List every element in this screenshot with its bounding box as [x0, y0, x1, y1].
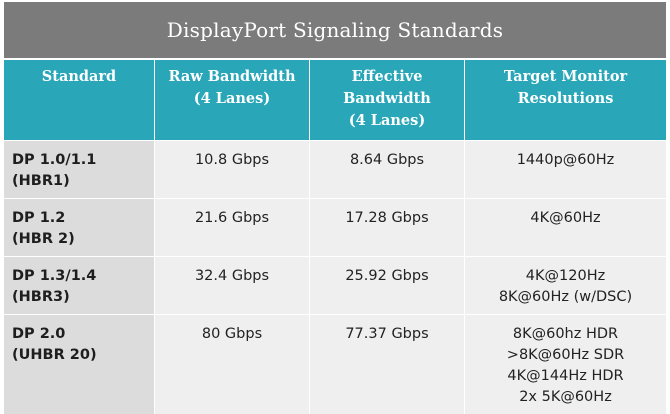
header-raw-line: Raw Bandwidth	[168, 68, 296, 85]
header-effective-line: Bandwidth	[343, 90, 431, 107]
cell-standard: DP 1.3/1.4 (HBR3)	[4, 257, 154, 314]
cell-raw-bandwidth: 32.4 Gbps	[154, 257, 309, 314]
header-effective-bandwidth: Effective Bandwidth (4 Lanes)	[309, 60, 464, 140]
cell-target-resolutions: 8K@60hz HDR >8K@60Hz SDR 4K@144Hz HDR 2x…	[464, 315, 666, 414]
resolution-line: 8K@60hz HDR	[512, 326, 619, 342]
resolution-line: >8K@60Hz SDR	[506, 347, 625, 363]
resolution-line: 8K@60Hz (w/DSC)	[498, 289, 633, 305]
standard-line: DP 1.0/1.1	[12, 152, 97, 168]
cell-standard: DP 1.0/1.1 (HBR1)	[4, 141, 154, 198]
table-title: DisplayPort Signaling Standards	[4, 2, 666, 58]
header-raw-line: (4 Lanes)	[193, 90, 271, 107]
signaling-table: DisplayPort Signaling Standards Standard…	[4, 2, 666, 414]
header-target-resolutions: Target Monitor Resolutions	[464, 60, 666, 140]
standard-line: (HBR3)	[12, 289, 70, 305]
standard-line: (HBR 2)	[12, 231, 75, 247]
standard-line: (HBR1)	[12, 173, 70, 189]
cell-effective-bandwidth: 8.64 Gbps	[309, 141, 464, 198]
cell-raw-bandwidth: 80 Gbps	[154, 315, 309, 414]
header-standard: Standard	[4, 60, 154, 140]
cell-target-resolutions: 4K@120Hz 8K@60Hz (w/DSC)	[464, 257, 666, 314]
resolution-line: 4K@144Hz HDR	[507, 368, 624, 384]
header-row: Standard Raw Bandwidth (4 Lanes) Effecti…	[4, 58, 666, 140]
header-effective-line: Effective	[351, 68, 423, 85]
header-effective-line: (4 Lanes)	[348, 112, 426, 129]
standard-line: DP 2.0	[12, 326, 66, 342]
header-raw-bandwidth: Raw Bandwidth (4 Lanes)	[154, 60, 309, 140]
standard-line: DP 1.3/1.4	[12, 268, 97, 284]
cell-effective-bandwidth: 77.37 Gbps	[309, 315, 464, 414]
resolution-line: 1440p@60Hz	[516, 152, 615, 168]
table-row: DP 1.3/1.4 (HBR3) 32.4 Gbps 25.92 Gbps 4…	[4, 256, 666, 314]
cell-effective-bandwidth: 25.92 Gbps	[309, 257, 464, 314]
cell-effective-bandwidth: 17.28 Gbps	[309, 199, 464, 256]
table-row: DP 2.0 (UHBR 20) 80 Gbps 77.37 Gbps 8K@6…	[4, 314, 666, 414]
resolution-line: 4K@120Hz	[525, 268, 606, 284]
table-row: DP 1.0/1.1 (HBR1) 10.8 Gbps 8.64 Gbps 14…	[4, 140, 666, 198]
standard-line: (UHBR 20)	[12, 347, 97, 363]
header-target-line: Target Monitor	[503, 68, 628, 85]
cell-target-resolutions: 1440p@60Hz	[464, 141, 666, 198]
cell-standard: DP 1.2 (HBR 2)	[4, 199, 154, 256]
cell-target-resolutions: 4K@60Hz	[464, 199, 666, 256]
header-standard-line: Standard	[41, 68, 117, 85]
table-row: DP 1.2 (HBR 2) 21.6 Gbps 17.28 Gbps 4K@6…	[4, 198, 666, 256]
resolution-line: 2x 5K@60Hz	[519, 389, 612, 405]
standard-line: DP 1.2	[12, 210, 66, 226]
header-target-line: Resolutions	[517, 90, 614, 107]
cell-raw-bandwidth: 21.6 Gbps	[154, 199, 309, 256]
cell-raw-bandwidth: 10.8 Gbps	[154, 141, 309, 198]
resolution-line: 4K@60Hz	[530, 210, 601, 226]
cell-standard: DP 2.0 (UHBR 20)	[4, 315, 154, 414]
